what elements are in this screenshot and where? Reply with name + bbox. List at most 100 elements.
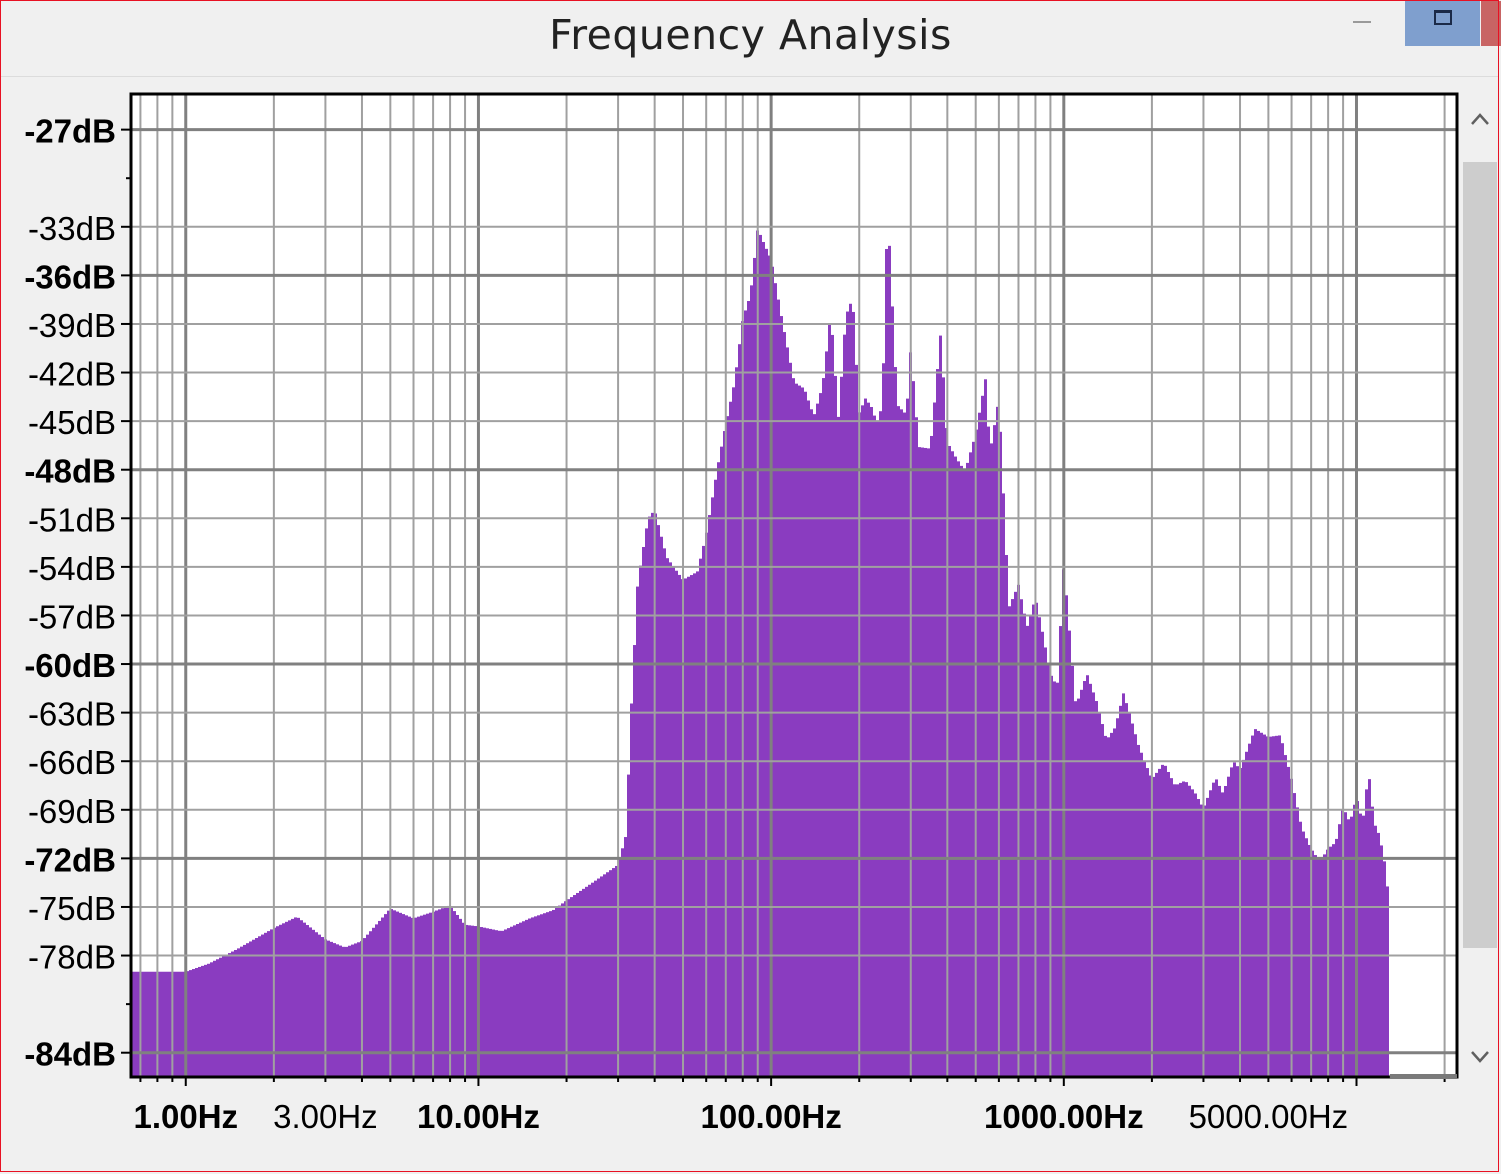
spectrum-bar [585,886,588,1077]
spectrum-bar [339,945,342,1077]
title-separator [1,76,1499,77]
spectrum-bar [780,316,783,1077]
spectrum-bar [615,865,618,1077]
spectrum-bar [372,927,375,1077]
spectrum-bar [606,872,609,1077]
plot-border [129,92,1459,1079]
spectrum-bar [1122,693,1125,1077]
vertical-scrollbar[interactable] [1460,96,1500,1078]
spectrum-bar [1230,767,1233,1077]
spectrum-bar [924,447,927,1077]
spectrum-bar [561,903,564,1077]
spectrum-bar [384,914,387,1077]
spectrum-bar [678,574,681,1077]
spectrum-bar [963,470,966,1077]
minimize-button[interactable] [1334,1,1404,46]
spectrum-bar [1236,766,1239,1077]
spectrum-bar [588,884,591,1077]
spectrum-bar [462,922,465,1077]
spectrum-bar [597,878,600,1077]
spectrum-bar [426,913,429,1077]
spectrum-bar [369,931,372,1077]
spectrum-bar [711,497,714,1077]
spectrum-bar [228,953,231,1077]
x-axis-strip [1389,1074,1457,1079]
spectrum-bar [600,876,603,1077]
spectrum-bar [1065,595,1068,1077]
spectrum-bar [663,548,666,1077]
spectrum-bar [1173,784,1176,1077]
spectrum-bar [429,912,432,1077]
spectrum-bar [1158,768,1161,1077]
spectrum-bar [744,310,747,1077]
spectrum-bar [189,970,192,1077]
spectrum-bar [1200,804,1203,1077]
y-axis-label: -33dB [28,210,116,247]
spectrum-bar [1035,602,1038,1077]
x-axis-label: 1000.00Hz [984,1098,1144,1135]
spectrum-bar [657,525,660,1077]
spectrum-bar [672,566,675,1077]
maximize-button[interactable] [1405,1,1480,46]
spectrum-bar [1335,838,1338,1077]
spectrum-bar [624,837,627,1077]
spectrum-bar [264,932,267,1077]
spectrum-bar [891,306,894,1077]
spectrum-bar [810,409,813,1077]
spectrum-bar [192,969,195,1077]
x-axis-label: 10.00Hz [417,1098,540,1135]
scrollbar-thumb[interactable] [1463,162,1497,948]
spectrum-bar [1209,790,1212,1077]
spectrum-bar [1140,752,1143,1077]
spectrum-bar [774,283,777,1077]
spectrum-bar [444,907,447,1077]
spectrum-bar [669,562,672,1077]
y-axis-label: -36dB [24,258,116,295]
spectrum-bar [723,431,726,1077]
spectrum-bar [333,943,336,1077]
spectrum-bar [1059,626,1062,1077]
spectrum-bar [714,479,717,1078]
spectrum-bar [831,334,834,1077]
spectrum-bar [381,917,384,1077]
spectrum-bar [330,941,333,1077]
spectrum-bar [759,234,762,1077]
spectrum-bar [618,859,621,1077]
spectrum-bar [687,576,690,1077]
spectrum-bar [792,378,795,1077]
spectrum-bar [210,962,213,1077]
spectrum-bar [816,403,819,1077]
spectrum-bar [747,301,750,1077]
spectrum-bar [1221,792,1224,1077]
spectrum-bar [1005,555,1008,1077]
spectrum-bar [306,925,309,1077]
spectrum-bar [630,703,633,1077]
spectrum-bar [1191,789,1194,1077]
spectrum-bar [969,452,972,1078]
spectrum-bar [633,645,636,1077]
spectrum-bar [915,417,918,1077]
x-axis-label: 1.00Hz [133,1098,238,1135]
spectrum-bar [435,910,438,1077]
spectrum-bar [159,971,162,1077]
spectrum-bar [1002,493,1005,1077]
scroll-up-arrow-icon[interactable] [1470,110,1490,130]
spectrum-bar [243,944,246,1077]
spectrum-bar [1380,845,1383,1077]
spectrum-bar [1344,812,1347,1077]
spectrum-bar [942,377,945,1077]
spectrum-bar [1260,732,1263,1077]
spectrum-bar [450,907,453,1077]
x-axis-label: 5000.00Hz [1189,1098,1349,1135]
spectrum-bar [876,421,879,1078]
spectrum-bar [453,911,456,1077]
scroll-down-arrow-icon[interactable] [1470,1046,1490,1066]
spectrum-bar [1119,705,1122,1077]
spectrum-bar [447,905,450,1077]
spectrum-bar [480,927,483,1077]
spectrum-bar [522,921,525,1077]
spectrum-bar [753,257,756,1077]
close-button[interactable] [1481,1,1501,46]
spectrum-bar [1092,692,1095,1077]
spectrum-bar [519,922,522,1077]
